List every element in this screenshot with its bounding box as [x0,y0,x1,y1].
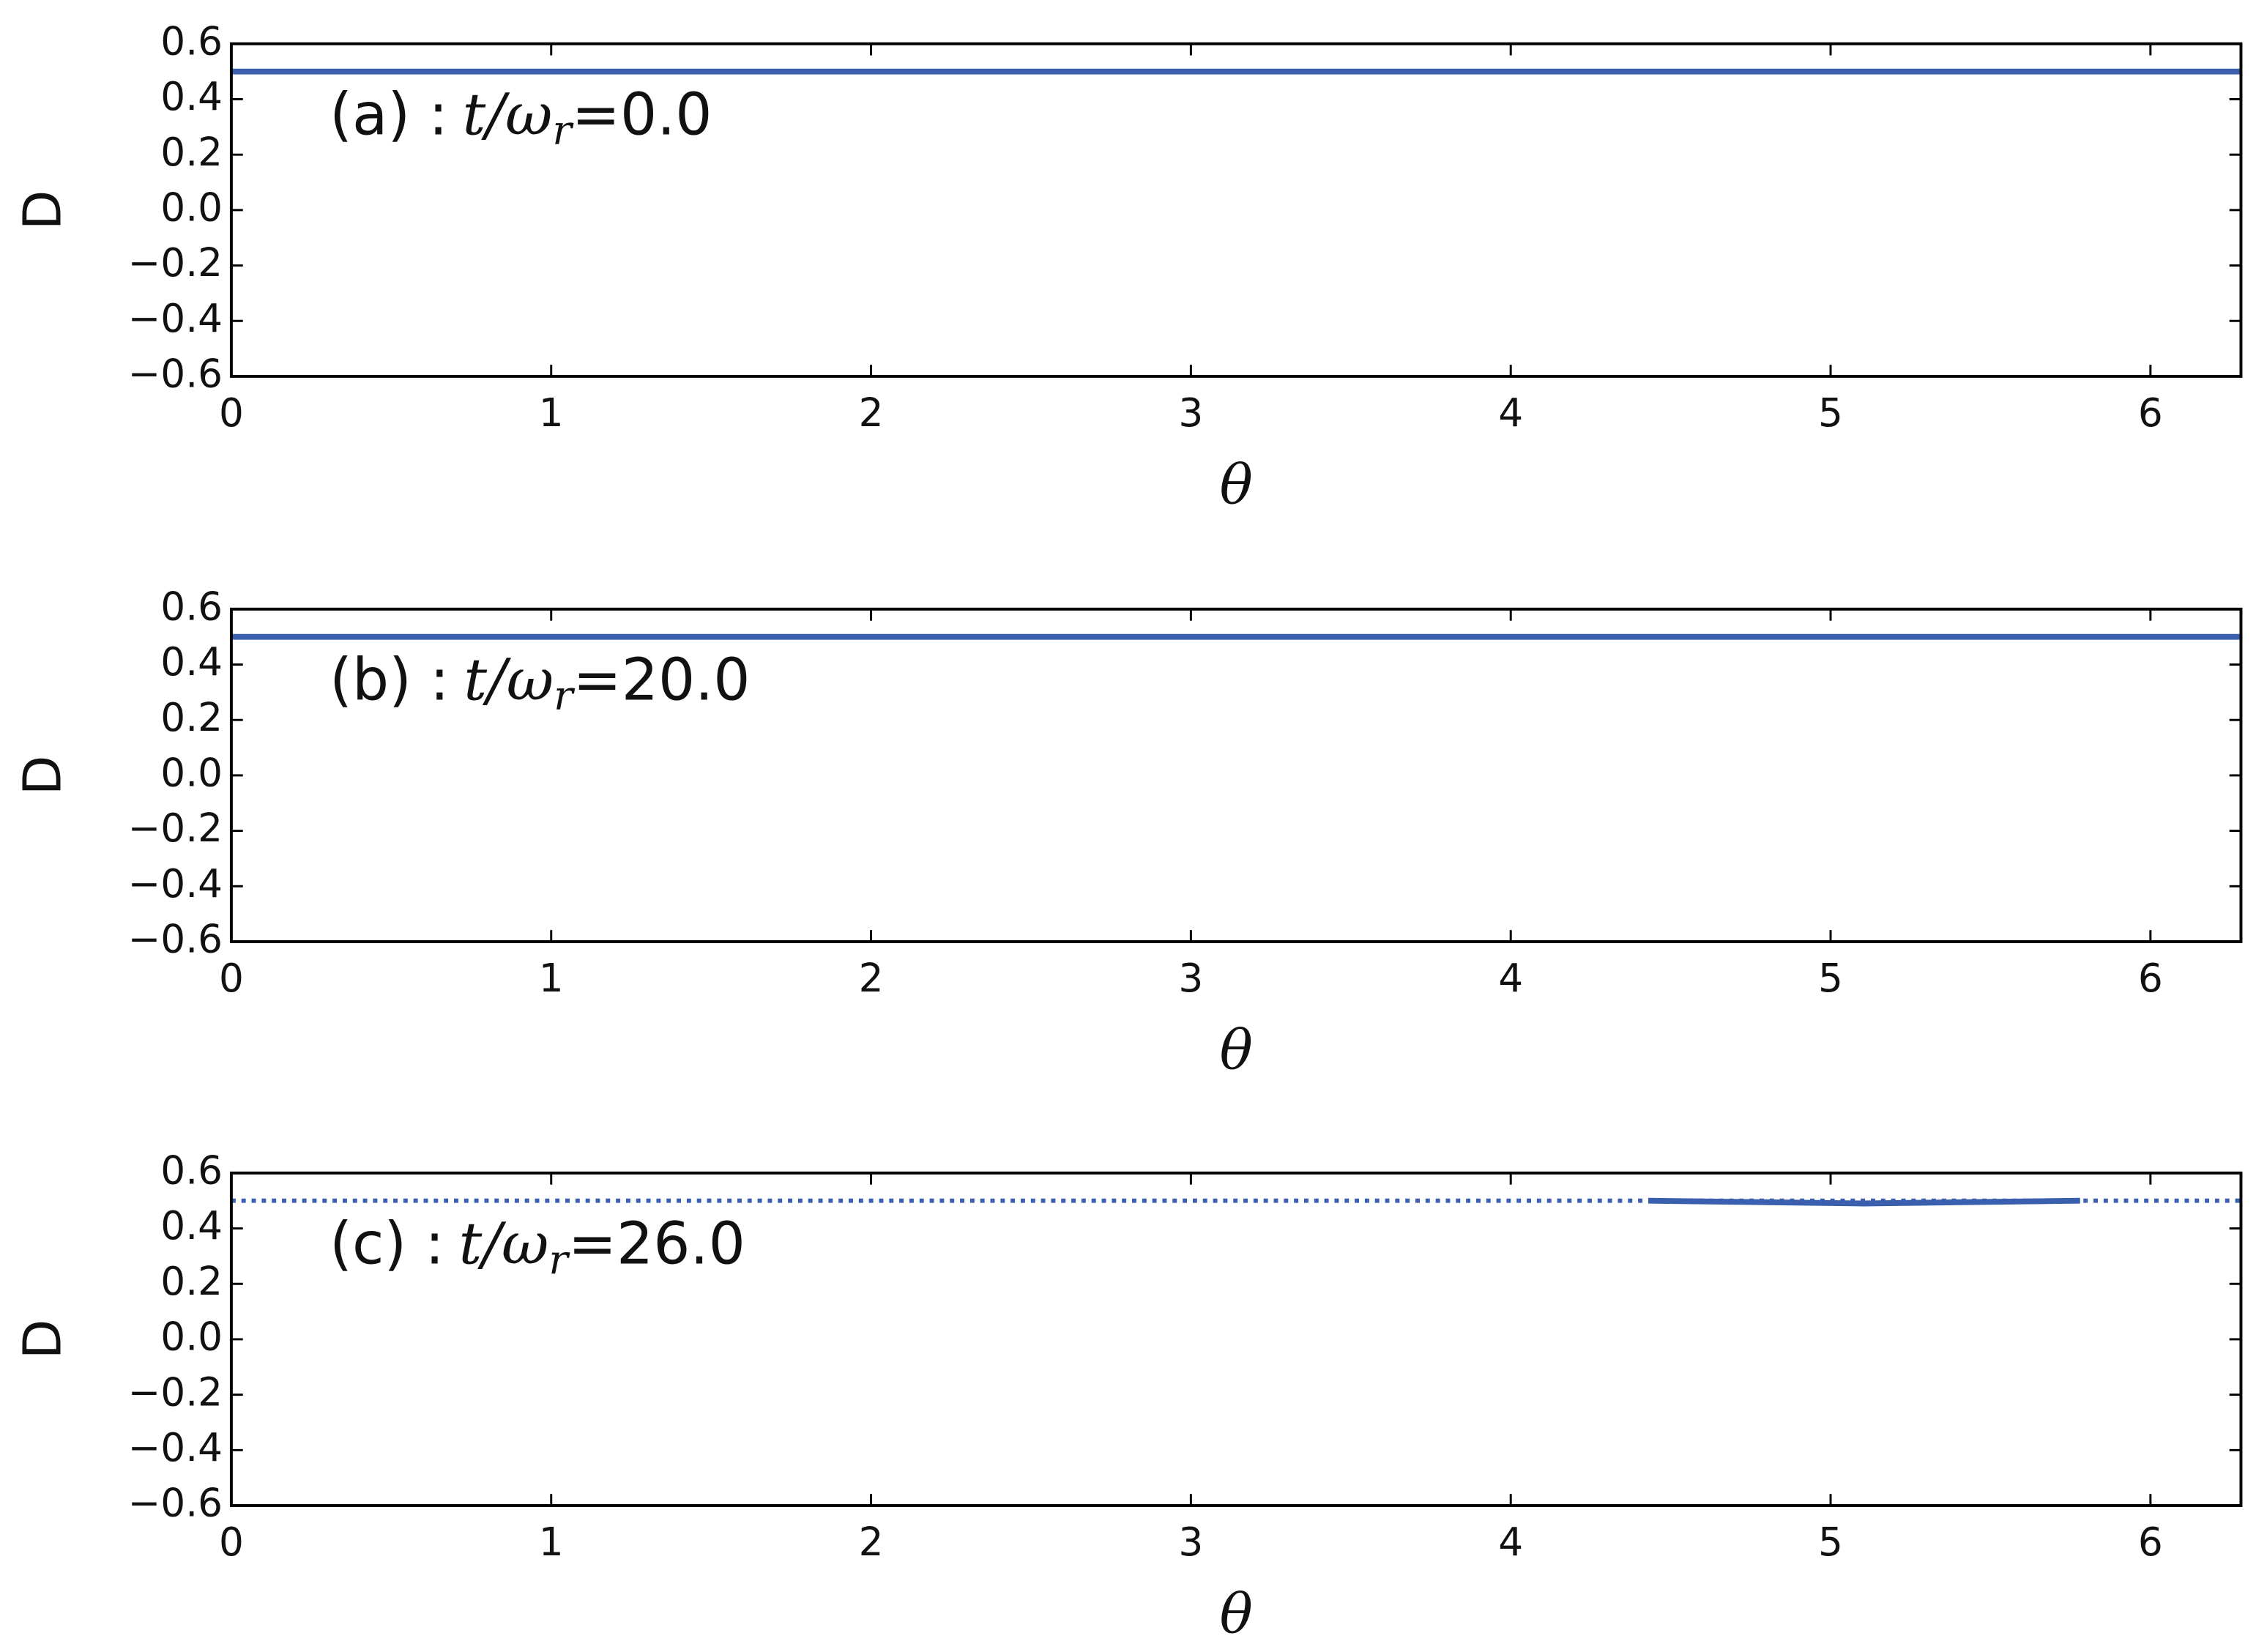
annotation: (c) : t/ωr=26.0 [330,1210,745,1284]
y-tick-label: −0.2 [128,1369,223,1415]
x-tick-label: 3 [1178,1519,1203,1565]
annotation-subscript: r [548,1237,570,1284]
x-tick-label: 0 [219,956,244,1001]
x-tick-label: 4 [1498,1519,1523,1565]
y-tick-label: 0.6 [160,584,223,629]
annotation-suffix: =0.0 [572,81,712,149]
y-tick-label: 0.6 [160,18,223,64]
annotation-prefix: (b) : [330,647,449,714]
annotation-suffix: =20.0 [573,647,751,714]
data-line [1648,1197,2080,1207]
x-tick-label: 5 [1818,1519,1843,1565]
y-tick-label: −0.4 [128,861,223,907]
y-axis-label: D [12,190,73,231]
y-tick-label: −0.6 [128,351,223,397]
annotation-math: t/ω [463,81,553,148]
x-tick-label: 6 [2138,390,2163,436]
x-tick-label: 3 [1178,956,1203,1001]
annotation-subscript: r [554,673,576,720]
x-tick-label: 2 [859,956,884,1001]
x-tick-label: 4 [1498,956,1523,1001]
annotation: (a) : t/ωr=0.0 [330,81,712,155]
panel: 0 1 2 3 4 5 6 −0.6 −0.4 −0.2 0.0 0.2 0.4 0.6 θ D (a) : t/… [12,18,2243,516]
x-tick-label: 1 [539,956,564,1001]
y-tick-label: −0.4 [128,1425,223,1470]
y-tick-label: −0.6 [128,917,223,962]
y-tick-label: 0.0 [160,751,223,796]
annotation-subscript: r [552,108,574,155]
y-axis-label: D [12,1320,73,1360]
y-tick-label: 0.4 [160,74,223,119]
x-tick-label: 6 [2138,1519,2163,1565]
annotation-prefix: (c) : [330,1210,444,1278]
x-tick-label: 0 [219,1519,244,1565]
x-axis-label: θ [1220,1017,1253,1082]
annotation-math: t/ω [464,646,554,713]
x-tick-label: 3 [1178,390,1203,436]
x-axis-label: θ [1220,1581,1253,1645]
x-tick-label: 5 [1818,390,1843,436]
y-tick-label: 0.6 [160,1148,223,1194]
x-tick-label: 2 [859,1519,884,1565]
x-tick-label: 2 [859,390,884,436]
x-axis-label: θ [1220,452,1253,516]
annotation-math: t/ω [459,1210,549,1277]
y-tick-label: 0.0 [160,1314,223,1360]
annotation-prefix: (a) : [330,81,448,149]
annotation: (b) : t/ωr=20.0 [330,646,750,720]
y-tick-label: 0.2 [160,1259,223,1304]
y-tick-label: 0.4 [160,639,223,685]
x-tick-label: 5 [1818,956,1843,1001]
y-tick-label: 0.4 [160,1203,223,1249]
panel: 0 1 2 3 4 5 6 −0.6 −0.4 −0.2 0.0 0.2 0.4 0.6 θ D (b) : t/… [12,584,2243,1082]
x-tick-label: 6 [2138,956,2163,1001]
y-tick-label: −0.2 [128,240,223,286]
x-tick-label: 4 [1498,390,1523,436]
y-tick-label: 0.0 [160,185,223,231]
annotation-suffix: =26.0 [568,1210,745,1278]
y-tick-label: 0.2 [160,695,223,740]
panel: 0 1 2 3 4 5 6 −0.6 −0.4 −0.2 0.0 0.2 0.4 0.6 θ D (c) : t/… [12,1148,2243,1645]
y-axis-label: D [12,756,73,796]
x-tick-label: 1 [539,1519,564,1565]
y-tick-label: −0.6 [128,1481,223,1526]
y-tick-label: 0.2 [160,130,223,175]
x-tick-label: 0 [219,390,244,436]
y-tick-label: −0.2 [128,805,223,851]
y-tick-label: −0.4 [128,296,223,341]
x-tick-label: 1 [539,390,564,436]
